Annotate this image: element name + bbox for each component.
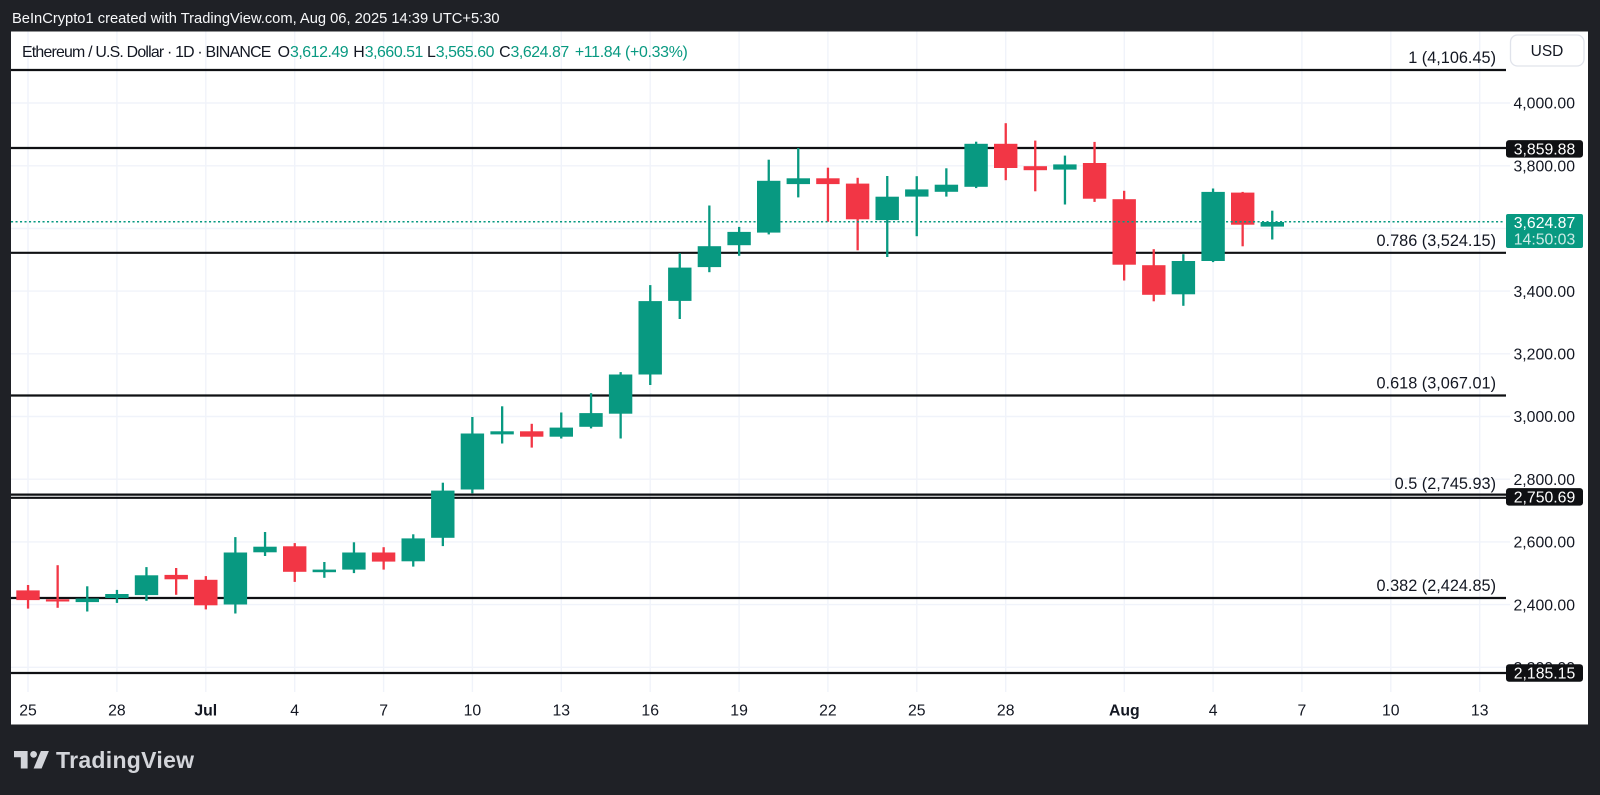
svg-text:2,800.00: 2,800.00	[1514, 472, 1576, 489]
svg-text:USD: USD	[1531, 43, 1564, 60]
svg-text:0.382 (2,424.85): 0.382 (2,424.85)	[1377, 577, 1497, 595]
svg-text:Jul: Jul	[194, 703, 217, 720]
svg-text:16: 16	[641, 703, 659, 720]
svg-text:BeInCrypto1 created with Tradi: BeInCrypto1 created with TradingView.com…	[12, 11, 500, 27]
svg-text:3,859.88: 3,859.88	[1514, 141, 1576, 158]
svg-text:0.5 (2,745.93): 0.5 (2,745.93)	[1395, 475, 1496, 493]
svg-text:2,185.15: 2,185.15	[1514, 666, 1576, 683]
svg-text:13: 13	[1471, 703, 1489, 720]
svg-text:1 (4,106.45): 1 (4,106.45)	[1408, 49, 1496, 67]
svg-text:3,200.00: 3,200.00	[1514, 347, 1576, 364]
svg-text:10: 10	[1382, 703, 1400, 720]
svg-text:Aug: Aug	[1109, 703, 1140, 720]
svg-text:2,600.00: 2,600.00	[1514, 535, 1576, 552]
svg-text:3,800.00: 3,800.00	[1514, 159, 1576, 176]
svg-text:7: 7	[1298, 703, 1307, 720]
svg-text:3,400.00: 3,400.00	[1514, 284, 1576, 301]
svg-text:25: 25	[908, 703, 926, 720]
svg-text:22: 22	[819, 703, 837, 720]
svg-text:Ethereum / U.S. Dollar · 1D ·: Ethereum / U.S. Dollar · 1D · BINANCE O3,…	[22, 44, 688, 61]
svg-text:14:50:03: 14:50:03	[1514, 231, 1576, 248]
svg-text:10: 10	[464, 703, 482, 720]
svg-text:TradingView: TradingView	[56, 747, 194, 773]
svg-text:4: 4	[1209, 703, 1218, 720]
svg-text:13: 13	[553, 703, 571, 720]
svg-text:0.786 (3,524.15): 0.786 (3,524.15)	[1377, 232, 1497, 250]
svg-text:0.618 (3,067.01): 0.618 (3,067.01)	[1377, 375, 1497, 393]
svg-text:28: 28	[108, 703, 126, 720]
svg-text:28: 28	[997, 703, 1015, 720]
svg-text:3,624.87: 3,624.87	[1514, 215, 1576, 232]
svg-text:19: 19	[730, 703, 748, 720]
svg-text:4,000.00: 4,000.00	[1514, 96, 1576, 113]
svg-text:7: 7	[379, 703, 388, 720]
svg-text:3,000.00: 3,000.00	[1514, 409, 1576, 426]
svg-text:2,750.69: 2,750.69	[1514, 489, 1576, 506]
svg-text:4: 4	[290, 703, 299, 720]
svg-text:25: 25	[19, 703, 37, 720]
svg-text:2,400.00: 2,400.00	[1514, 597, 1576, 614]
